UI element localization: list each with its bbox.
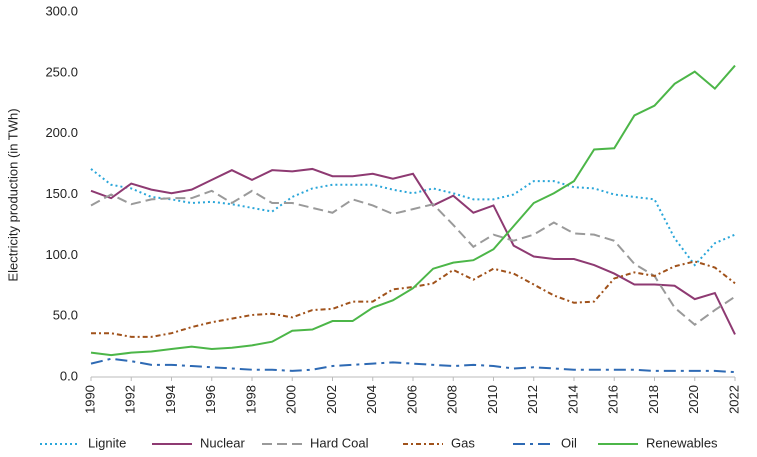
legend-label: Oil: [561, 435, 577, 450]
y-tick-label: 200.0: [45, 125, 78, 140]
y-tick-label: 50.0: [53, 308, 78, 323]
x-tick-label: 1998: [243, 385, 258, 414]
series-line: [90, 168, 736, 267]
x-tick-label: 2004: [364, 385, 379, 414]
y-axis-title: Electricity production (in TWh): [5, 108, 20, 281]
y-tick-label: 300.0: [45, 3, 78, 18]
series-line: [91, 260, 736, 338]
legend-label: Gas: [451, 435, 475, 450]
x-tick-label: 2012: [525, 385, 540, 414]
x-tick-label: 1996: [203, 385, 218, 414]
x-tick-label: 1994: [163, 385, 178, 414]
series-line: [90, 64, 736, 357]
x-tick-label: 1992: [123, 385, 138, 414]
x-tick-label: 2022: [726, 385, 741, 414]
x-tick-label: 2018: [646, 385, 661, 414]
series-line: [90, 357, 736, 374]
x-tick-label: 2002: [324, 385, 339, 414]
legend-label: Hard Coal: [310, 435, 369, 450]
legend-label: Renewables: [646, 435, 718, 450]
legend-label: Nuclear: [200, 435, 245, 450]
y-tick-label: 150.0: [45, 186, 78, 201]
series-line: [90, 167, 736, 335]
x-tick-label: 2016: [606, 385, 621, 414]
y-tick-label: 250.0: [45, 64, 78, 79]
x-tick-label: 1990: [82, 385, 97, 414]
x-tick-label: 2000: [284, 385, 299, 414]
x-tick-label: 2010: [485, 385, 500, 414]
x-tick-label: 2008: [445, 385, 460, 414]
x-tick-label: 2006: [404, 385, 419, 414]
y-tick-label: 100.0: [45, 247, 78, 262]
legend-label: Lignite: [88, 435, 126, 450]
x-tick-label: 2014: [565, 385, 580, 414]
series-line: [90, 189, 736, 326]
y-tick-label: 0.0: [60, 368, 78, 383]
x-tick-label: 2020: [686, 385, 701, 414]
